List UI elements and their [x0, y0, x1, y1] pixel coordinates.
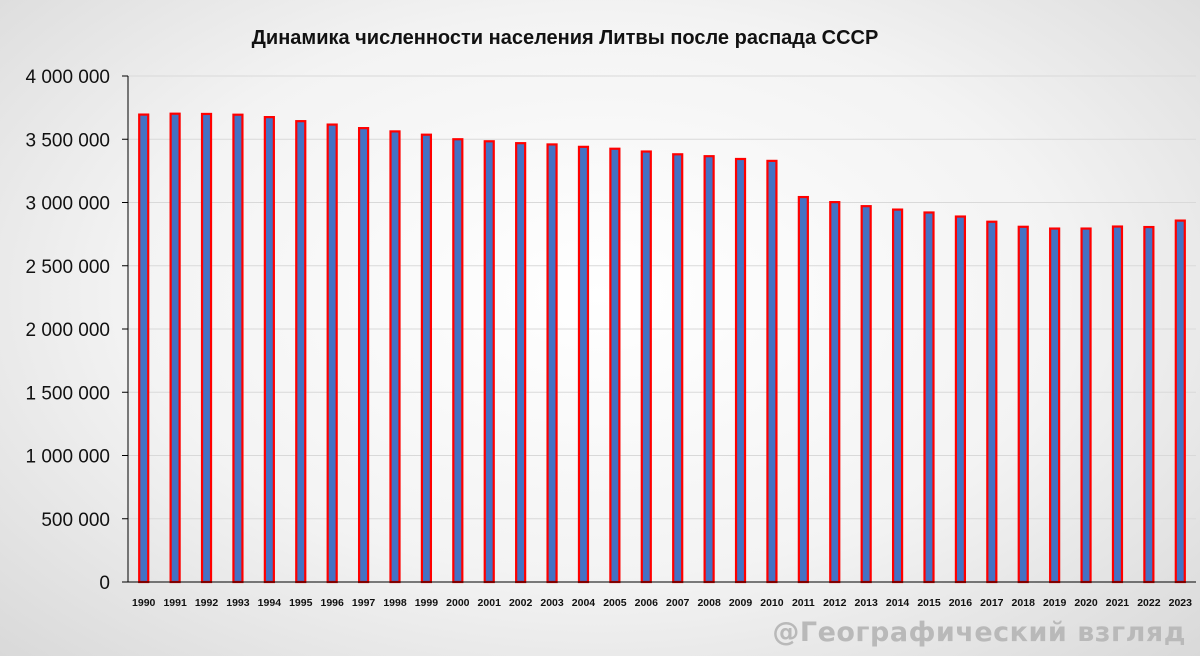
bar-2017: [986, 220, 998, 584]
x-tick-label: 1997: [352, 597, 376, 609]
y-tick-label: 1 000 000: [25, 447, 110, 468]
x-tick-label: 2008: [697, 597, 721, 609]
x-tick-label: 2007: [666, 597, 690, 609]
x-tick-label: 2010: [760, 597, 784, 609]
bar-2004: [577, 145, 590, 584]
x-tick-label: 1998: [383, 597, 407, 609]
x-tick-label: 2015: [917, 597, 941, 609]
x-tick-label: 2022: [1137, 597, 1161, 609]
bar-1997: [357, 127, 370, 584]
bar-2005: [609, 147, 621, 584]
x-tick-label: 1996: [320, 597, 344, 609]
x-tick-label: 1990: [132, 597, 156, 609]
bar-2003: [546, 143, 558, 584]
bar-2007: [672, 153, 684, 584]
watermark-text: @Географический взгляд: [772, 617, 1186, 648]
bar-1992: [200, 112, 213, 584]
bar-2000: [452, 138, 464, 584]
x-tick-label: 2000: [446, 597, 470, 609]
chart-title: Динамика численности населения Литвы пос…: [252, 27, 879, 49]
x-tick-label: 2009: [729, 597, 753, 609]
x-tick-label: 2012: [823, 597, 847, 609]
bar-1990: [138, 113, 150, 584]
x-tick-label: 2016: [949, 597, 973, 609]
x-tick-label: 2002: [509, 597, 533, 609]
x-tick-label: 2018: [1012, 597, 1036, 609]
x-tick-label: 1999: [415, 597, 439, 609]
bar-2009: [734, 157, 747, 584]
bar-2008: [703, 155, 715, 584]
y-axis-ticks: 0 500 000 1 000 000 1 500 000 2 000 000 2 500…: [25, 67, 128, 594]
x-tick-label: 2001: [478, 597, 502, 609]
bar-1993: [232, 113, 244, 584]
y-tick-label: 2 500 000: [25, 257, 110, 278]
x-tick-label: 1992: [195, 597, 219, 609]
bar-2011: [797, 195, 809, 584]
bar-1996: [326, 123, 338, 584]
bar-2021: [1111, 225, 1124, 584]
y-tick-label: 0: [99, 573, 110, 594]
bar-2019: [1049, 227, 1061, 584]
x-tick-label: 2006: [635, 597, 659, 609]
bar-2022: [1143, 225, 1155, 584]
bar-2023: [1174, 219, 1186, 584]
bar-2018: [1017, 225, 1029, 584]
x-tick-label: 2017: [980, 597, 1004, 609]
bar-2015: [923, 211, 935, 584]
y-tick-label: 3 000 000: [25, 194, 110, 215]
bar-1991: [169, 112, 181, 584]
x-tick-label: 1991: [163, 597, 187, 609]
bar-2006: [640, 150, 652, 584]
bar-1995: [295, 120, 307, 584]
x-tick-label: 2021: [1106, 597, 1130, 609]
x-tick-label: 2023: [1169, 597, 1193, 609]
x-tick-label: 2003: [540, 597, 564, 609]
x-tick-label: 1995: [289, 597, 313, 609]
x-tick-label: 1994: [258, 597, 282, 609]
x-tick-label: 2005: [603, 597, 627, 609]
bar-2002: [515, 142, 527, 584]
bar-1999: [420, 133, 433, 584]
bar-2016: [954, 215, 967, 584]
bar-2012: [829, 201, 841, 584]
bar-2010: [766, 159, 778, 584]
gridlines: [128, 75, 1196, 520]
y-tick-label: 3 500 000: [25, 130, 110, 151]
x-tick-label: 2014: [886, 597, 910, 609]
x-tick-label: 2011: [792, 597, 815, 609]
x-tick-label: 2004: [572, 597, 596, 609]
bar-1998: [389, 130, 401, 584]
y-tick-label: 1 500 000: [25, 383, 110, 404]
axes: [127, 76, 1196, 583]
y-tick-label: 4 000 000: [25, 67, 110, 88]
bar-2001: [483, 140, 495, 584]
x-tick-label: 2019: [1043, 597, 1067, 609]
y-tick-label: 500 000: [41, 510, 110, 531]
bar-2014: [891, 208, 904, 584]
x-tick-label: 2013: [854, 597, 878, 609]
x-tick-label: 1993: [226, 597, 250, 609]
bar-2020: [1080, 227, 1092, 584]
bar-1994: [263, 116, 275, 584]
x-axis-ticks: 1990 1991 1992 1993 1994 1995 1996 1997 1998 1999…: [132, 597, 1192, 609]
bars: [138, 112, 1186, 584]
y-tick-label: 2 000 000: [25, 320, 110, 341]
x-tick-label: 2020: [1074, 597, 1098, 609]
bar-2013: [860, 205, 872, 584]
